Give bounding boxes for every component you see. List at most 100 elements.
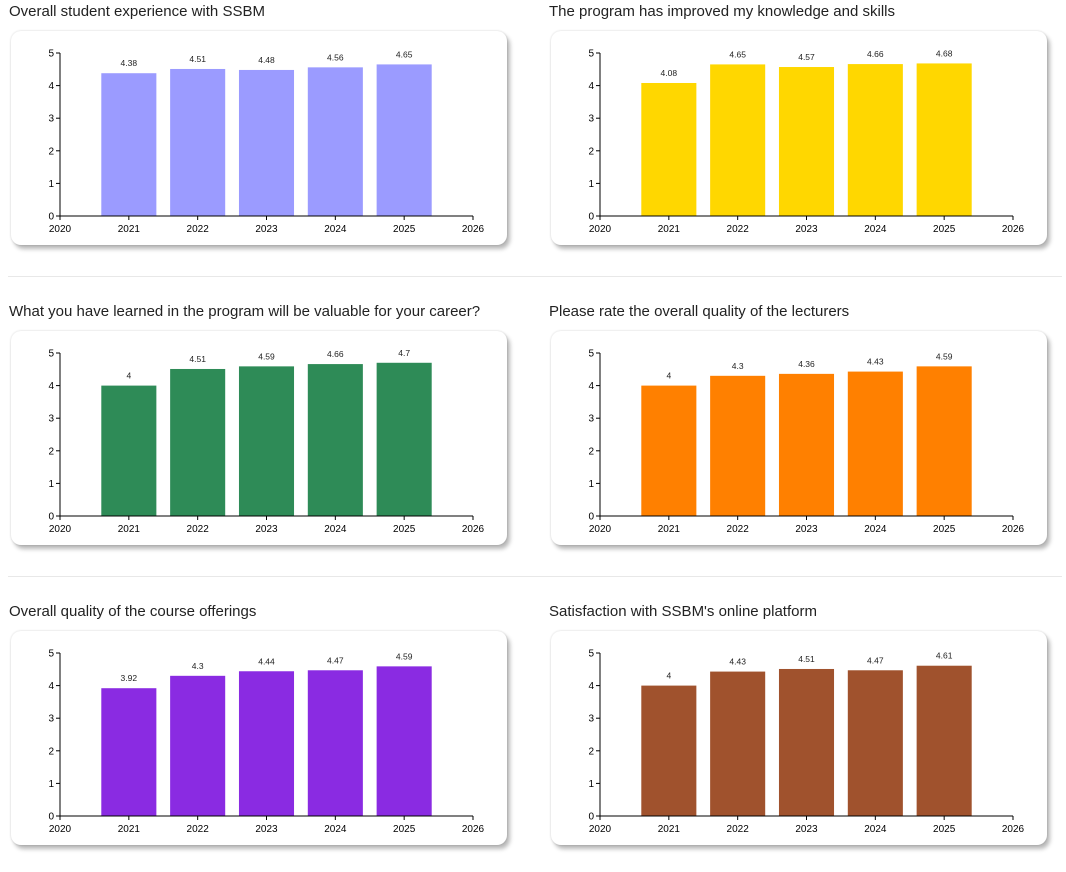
x-tick-label: 2025 [393, 824, 416, 835]
bar-value-label: 4.3 [732, 361, 744, 371]
y-tick-label: 1 [48, 779, 54, 790]
y-tick-label: 3 [588, 414, 594, 425]
bar-value-label: 4.38 [121, 58, 138, 68]
chart-title: Satisfaction with SSBM's online platform [549, 603, 817, 620]
chart-panel-4: Overall quality of the course offerings … [9, 602, 529, 872]
x-tick-label: 2026 [462, 224, 485, 235]
bar-value-label: 4 [666, 371, 671, 381]
bar-value-label: 4.65 [729, 49, 746, 59]
bar [376, 64, 432, 216]
bar [916, 63, 972, 216]
bar [710, 64, 766, 216]
x-tick-label: 2020 [589, 824, 612, 835]
y-tick-label: 5 [48, 649, 54, 660]
chart-card: 3.92 4.3 4.44 4.47 4.59 2020 2021 2022 2023 2024 2… [11, 631, 507, 845]
x-tick-label: 2021 [118, 524, 141, 535]
y-tick-label: 5 [48, 49, 54, 60]
y-tick-label: 5 [588, 349, 594, 360]
x-tick-label: 2022 [727, 524, 750, 535]
x-tick-label: 2021 [658, 524, 681, 535]
bar-value-label: 4.36 [798, 359, 815, 369]
bar [847, 371, 903, 516]
y-tick-label: 3 [588, 714, 594, 725]
y-tick-label: 0 [48, 512, 54, 523]
row-divider [8, 276, 1062, 277]
x-tick-label: 2021 [658, 824, 681, 835]
chart-card: 4 4.43 4.51 4.47 4.61 2020 2021 2022 2023 2024 202… [551, 631, 1047, 845]
bar [101, 688, 157, 816]
y-tick-label: 2 [48, 746, 54, 757]
y-tick-label: 3 [48, 714, 54, 725]
bar-value-label: 4.59 [936, 351, 953, 361]
bar [170, 68, 226, 216]
y-tick-label: 4 [588, 681, 594, 692]
bar [238, 69, 295, 216]
y-tick-label: 2 [588, 446, 594, 457]
x-tick-label: 2021 [118, 824, 141, 835]
chart-title: What you have learned in the program wil… [9, 303, 481, 320]
bar-value-label: 4.08 [661, 68, 678, 78]
chart-panel-1: The program has improved my knowledge an… [549, 2, 1066, 272]
x-tick-label: 2023 [795, 224, 818, 235]
x-tick-label: 2025 [393, 224, 416, 235]
bar-value-label: 4.66 [327, 349, 344, 359]
y-tick-label: 3 [588, 114, 594, 125]
bar [916, 665, 972, 816]
y-tick-label: 0 [588, 812, 594, 823]
y-tick-label: 1 [48, 179, 54, 190]
x-tick-label: 2024 [864, 524, 887, 535]
bar-value-label: 4.51 [189, 354, 206, 364]
x-tick-label: 2023 [255, 224, 278, 235]
chart-panel-0: Overall student experience with SSBM 4.3… [9, 2, 529, 272]
bar-value-label: 4.43 [867, 357, 884, 367]
x-tick-label: 2024 [324, 824, 347, 835]
chart-title: Overall quality of the course offerings [9, 603, 257, 620]
bar-chart: 3.92 4.3 4.44 4.47 4.59 2020 2021 2022 2023 2024 2… [48, 649, 485, 836]
bar-value-label: 4.51 [189, 54, 206, 64]
x-tick-label: 2026 [1002, 524, 1025, 535]
x-tick-label: 2024 [864, 224, 887, 235]
y-tick-label: 4 [48, 681, 54, 692]
bar [916, 366, 972, 516]
bar-value-label: 4 [666, 671, 671, 681]
y-tick-label: 2 [588, 746, 594, 757]
x-tick-label: 2026 [462, 524, 485, 535]
y-tick-label: 2 [48, 146, 54, 157]
bar [307, 67, 363, 217]
y-tick-label: 1 [588, 479, 594, 490]
bar [376, 362, 432, 516]
chart-title: Please rate the overall quality of the l… [549, 303, 850, 320]
bar-value-label: 4.68 [936, 48, 953, 58]
x-tick-label: 2026 [1002, 224, 1025, 235]
bar-value-label: 4.43 [729, 657, 746, 667]
bar [376, 666, 432, 816]
y-tick-label: 1 [588, 779, 594, 790]
x-tick-label: 2021 [118, 224, 141, 235]
bar-value-label: 4.61 [936, 651, 953, 661]
x-tick-label: 2020 [589, 524, 612, 535]
x-tick-label: 2023 [795, 824, 818, 835]
bar [847, 670, 903, 816]
bar-value-label: 4.48 [258, 55, 275, 65]
bar-value-label: 4.47 [867, 655, 884, 665]
chart-card: 4.38 4.51 4.48 4.56 4.65 2020 2021 2022 2023 2024… [11, 31, 507, 245]
bar [101, 73, 157, 216]
x-tick-label: 2025 [393, 524, 416, 535]
bar-value-label: 4.44 [258, 656, 275, 666]
x-tick-label: 2026 [462, 824, 485, 835]
bar-chart: 4.08 4.65 4.57 4.66 4.68 2020 2021 2022 2023 2024… [588, 48, 1025, 235]
bar-value-label: 4.3 [192, 661, 204, 671]
chart-title: Overall student experience with SSBM [9, 3, 265, 20]
x-tick-label: 2022 [187, 224, 210, 235]
chart-card: 4 4.51 4.59 4.66 4.7 2020 2021 2022 2023 2024 2025… [11, 331, 507, 545]
bar [778, 373, 835, 516]
y-tick-label: 5 [588, 49, 594, 60]
x-tick-label: 2020 [49, 824, 72, 835]
bar [641, 385, 697, 516]
bar [778, 67, 835, 216]
chart-panel-3: Please rate the overall quality of the l… [549, 302, 1066, 572]
bar-value-label: 4.56 [327, 52, 344, 62]
bar [847, 64, 903, 216]
y-tick-label: 0 [48, 212, 54, 223]
